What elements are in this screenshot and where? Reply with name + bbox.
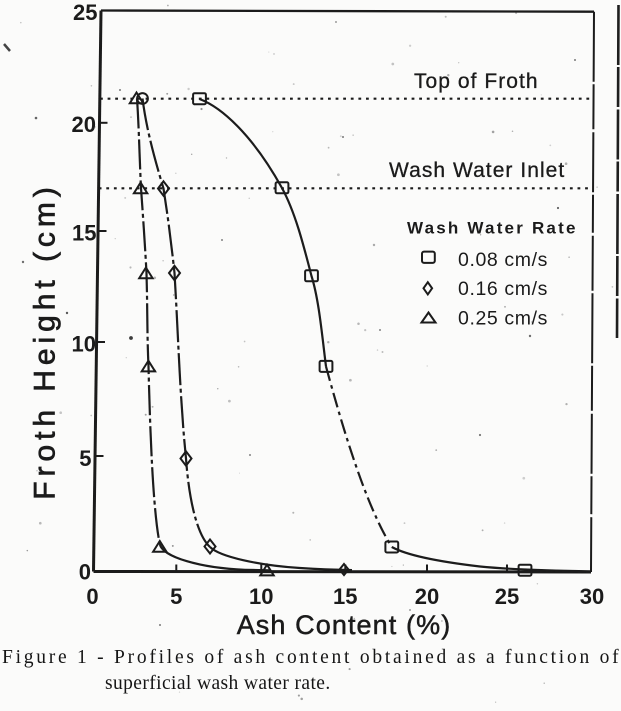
svg-text:20: 20 <box>72 112 96 137</box>
svg-text:Ash Content (%): Ash Content (%) <box>237 610 452 640</box>
svg-text:15: 15 <box>333 584 357 609</box>
svg-text:10: 10 <box>249 584 273 609</box>
svg-text:25: 25 <box>495 584 519 609</box>
svg-text:0.25 cm/s: 0.25 cm/s <box>458 308 548 330</box>
svg-text:Wash Water Rate: Wash Water Rate <box>407 219 578 238</box>
svg-text:Wash Water Inlet: Wash Water Inlet <box>389 159 565 182</box>
svg-text:Figure 1 - Profiles of ash con: Figure 1 - Profiles of ash content obtai… <box>2 647 621 668</box>
svg-text:10: 10 <box>72 332 96 357</box>
svg-text:0: 0 <box>79 560 91 585</box>
svg-text:15: 15 <box>72 220 96 245</box>
svg-text:25: 25 <box>73 0 97 25</box>
svg-text:0.08 cm/s: 0.08 cm/s <box>458 249 548 271</box>
svg-text:30: 30 <box>580 584 604 609</box>
svg-text:0: 0 <box>86 584 98 609</box>
svg-text:5: 5 <box>79 446 91 471</box>
svg-text:Top of Froth: Top of Froth <box>414 70 539 93</box>
svg-text:superficial wash water rate.: superficial wash water rate. <box>105 673 331 694</box>
svg-text:Froth Height (cm): Froth Height (cm) <box>29 182 62 500</box>
svg-text:20: 20 <box>415 584 439 609</box>
svg-text:0.16 cm/s: 0.16 cm/s <box>458 278 548 300</box>
svg-text:5: 5 <box>170 584 182 609</box>
